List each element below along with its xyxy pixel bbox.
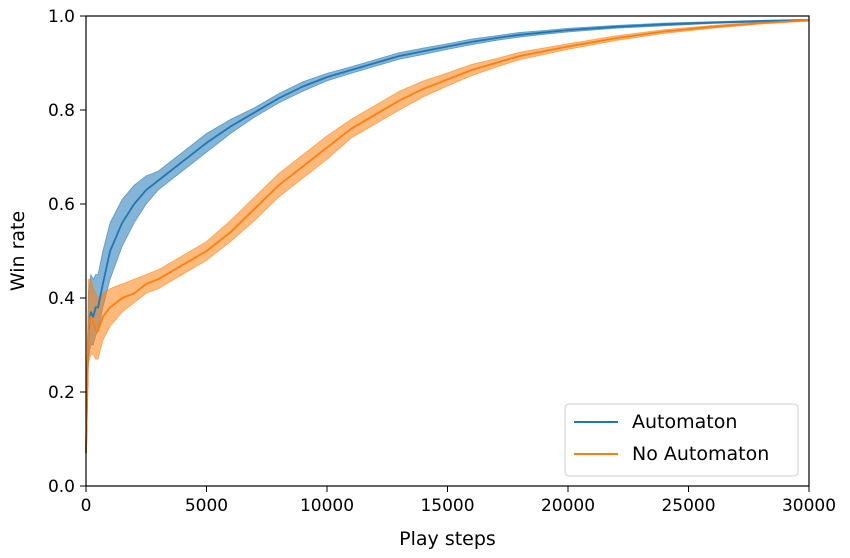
line-no-automaton (85, 19, 810, 454)
x-tick-label: 5000 (185, 496, 228, 516)
legend: Automaton No Automaton (564, 403, 799, 477)
y-tick-label: 0.6 (48, 195, 75, 215)
y-tick-label: 0.0 (48, 477, 75, 497)
plot-frame (85, 15, 810, 487)
y-axis-ticks: 0.0 0.2 0.4 0.6 0.8 1.0 (48, 7, 86, 497)
y-tick-label: 1.0 (48, 7, 75, 27)
y-tick-label: 0.4 (48, 289, 75, 309)
legend-label-no-automaton: No Automaton (632, 443, 769, 465)
x-tick-label: 25000 (661, 496, 715, 516)
x-axis-ticks: 0 5000 10000 15000 20000 25000 30000 (81, 486, 836, 516)
band-no-automaton (85, 18, 810, 454)
legend-box (564, 403, 799, 477)
y-tick-label: 0.8 (48, 101, 75, 121)
x-tick-label: 15000 (420, 496, 474, 516)
y-axis-label: Win rate (7, 211, 29, 291)
x-tick-label: 10000 (300, 496, 354, 516)
x-tick-label: 20000 (541, 496, 595, 516)
y-tick-label: 0.2 (48, 383, 75, 403)
line-automaton (85, 19, 810, 454)
confidence-bands (85, 18, 810, 454)
legend-label-automaton: Automaton (632, 411, 737, 433)
x-tick-label: 0 (81, 496, 92, 516)
x-axis-label: Play steps (399, 528, 496, 550)
series-lines (85, 19, 810, 454)
x-tick-label: 30000 (782, 496, 836, 516)
